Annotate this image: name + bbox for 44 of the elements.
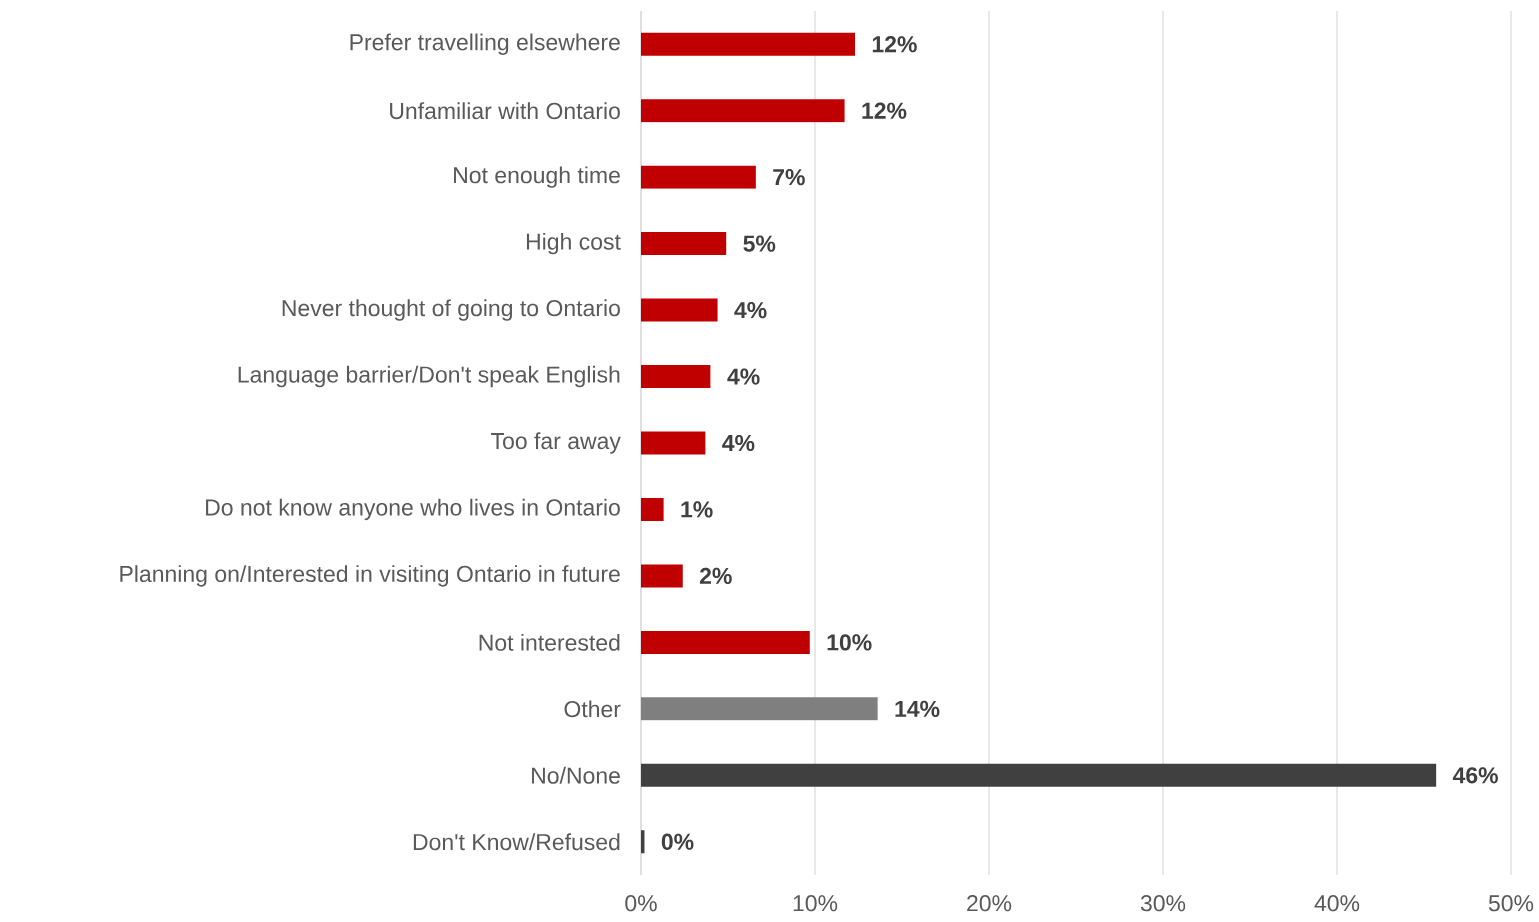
x-tick-label: 0% <box>625 895 657 912</box>
y-tick-label: No/None <box>532 766 620 784</box>
y-tick-label: Unfamiliar with Ontario <box>390 102 620 120</box>
bar <box>641 365 711 389</box>
bar <box>641 763 1437 787</box>
x-tick-label: 20% <box>967 895 1012 912</box>
bar <box>641 99 845 123</box>
data-label: 4% <box>734 301 767 319</box>
y-tick-label: Not enough time <box>454 166 620 188</box>
y-tick-label: Too far away <box>491 432 621 454</box>
y-tick-label: Language barrier/Don't speak English <box>238 365 620 388</box>
y-tick-label: Do not know anyone who lives in Ontario <box>206 498 620 521</box>
data-label: 14% <box>895 700 940 717</box>
data-label: 0% <box>661 833 694 850</box>
bar <box>641 32 856 56</box>
data-label: 7% <box>773 169 805 186</box>
bar <box>641 165 756 189</box>
bar <box>641 497 664 521</box>
y-tick-label: Not interested <box>479 633 620 651</box>
data-label: 1% <box>681 501 713 518</box>
x-tick-label: 10% <box>793 895 838 912</box>
data-label: 4% <box>727 368 760 385</box>
data-label: 2% <box>699 567 732 585</box>
y-tick-label: Other <box>564 700 621 718</box>
y-tick-label: Never thought of going to Ontario <box>282 299 620 321</box>
data-label: 10% <box>827 634 872 651</box>
y-tick-label: Planning on/Interested in visiting Ontario in future <box>120 565 620 587</box>
x-tick-label: 40% <box>1314 895 1360 912</box>
data-label: 5% <box>743 235 776 252</box>
data-label: 12% <box>862 102 907 119</box>
y-tick-label: Don't Know/Refused <box>413 833 620 851</box>
bar <box>641 630 810 654</box>
bar <box>641 697 878 721</box>
bar <box>641 431 706 455</box>
y-tick-label: High cost <box>526 232 621 255</box>
data-label: 12% <box>872 36 917 53</box>
x-tick-label: 50% <box>1488 895 1534 912</box>
data-label: 46% <box>1452 767 1498 784</box>
bar <box>641 298 718 322</box>
y-tick-label: Prefer travelling elsewhere <box>350 33 620 55</box>
bar <box>641 232 727 256</box>
x-tick-label: 30% <box>1140 895 1186 912</box>
data-label: 4% <box>722 434 755 452</box>
bar <box>641 564 683 588</box>
